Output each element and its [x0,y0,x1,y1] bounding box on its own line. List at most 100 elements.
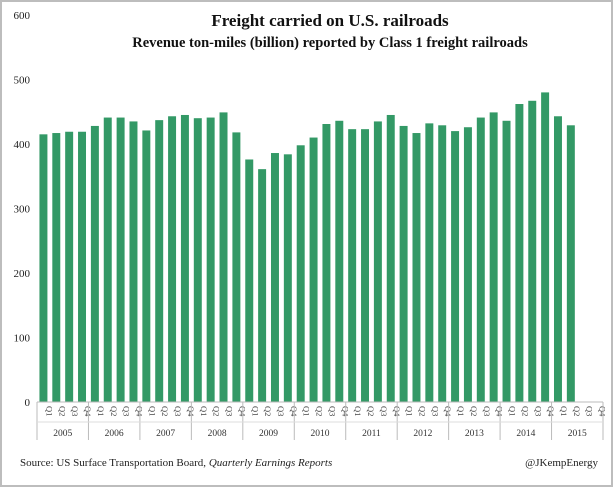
quarter-label: Q2 [315,406,325,416]
quarter-label: Q1 [405,406,415,416]
quarter-label: Q3 [430,406,440,416]
bar [296,145,305,403]
bar [399,125,408,402]
bars [39,92,575,403]
quarter-label: Q3 [482,406,492,416]
y-tick-label: 0 [25,397,31,409]
bar [528,100,537,402]
year-label: 2007 [156,429,175,439]
bar [451,131,460,402]
year-label: 2015 [568,429,587,439]
chart-subtitle: Revenue ton-miles (billion) reported by … [132,35,528,51]
quarter-label: Q2 [57,406,67,416]
quarter-label: Q1 [353,406,363,416]
year-label: 2012 [413,429,432,439]
y-tick-label: 400 [14,139,31,151]
bar [219,112,228,403]
quarter-label: Q1 [508,406,518,416]
bar [322,124,331,402]
year-label: 2009 [259,429,278,439]
y-tick-label: 100 [14,333,31,345]
bar [515,104,524,402]
quarter-label: Q3 [122,406,132,416]
quarter-label: Q3 [327,406,337,416]
bar [476,117,485,403]
quarter-label: Q3 [225,406,235,416]
year-label: 2006 [105,429,124,439]
quarter-label: Q2 [572,406,582,416]
y-tick-label: 600 [14,10,31,22]
quarter-label: Q1 [302,406,312,416]
bar [566,125,575,403]
bar [463,127,472,402]
y-tick-label: 300 [14,204,31,216]
source-italic: Quarterly Earnings Reports [209,457,332,469]
year-label: 2005 [53,429,72,439]
quarter-label: Q3 [533,406,543,416]
quarter-label: Q1 [199,406,209,416]
bar [386,114,395,402]
bar [348,129,357,403]
bar [116,117,125,403]
bar [258,169,267,402]
year-label: 2014 [516,429,535,439]
bar [142,130,151,402]
bar [180,114,189,402]
bar [489,112,498,403]
year-label: 2011 [362,429,381,439]
bar [309,137,318,403]
credit: @JKempEnergy [525,457,598,469]
source-note: Source: US Surface Transportation Board,… [20,457,332,469]
bar [502,120,511,402]
quarter-label: Q2 [109,406,119,416]
bar [270,153,279,402]
bar [425,123,434,403]
bar [155,120,164,402]
quarter-label: Q1 [559,406,569,416]
bar [52,133,61,402]
bar [39,134,48,402]
x-axis: Q1Q2Q3Q4Q1Q2Q3Q4Q1Q2Q3Q4Q1Q2Q3Q4Q1Q2Q3Q4… [36,401,608,440]
bar [168,116,177,402]
bar [412,133,421,402]
y-tick-label: 200 [14,268,31,280]
quarter-label: Q3 [173,406,183,416]
bar [78,131,87,402]
quarter-label: Q2 [417,406,427,416]
chart-title: Freight carried on U.S. railroads [211,11,449,30]
quarter-label: Q3 [585,406,595,416]
bar [129,121,138,403]
quarter-label: Q3 [276,406,286,416]
quarter-label: Q1 [44,406,54,416]
bar [245,159,254,402]
quarter-label: Q1 [456,406,466,416]
y-axis: 0 100 200 300 400 500 600 [14,10,31,409]
bar [438,125,447,403]
year-label: 2008 [208,429,227,439]
bar [232,132,241,402]
bar [90,125,99,402]
quarter-label: Q2 [263,406,273,416]
year-label: 2010 [311,429,330,439]
quarter-label: Q1 [96,406,106,416]
quarter-label: Q2 [520,406,530,416]
quarter-label: Q1 [147,406,157,416]
bar [335,120,344,402]
source-prefix: Source: US Surface Transportation Board, [20,457,209,469]
quarter-label: Q2 [366,406,376,416]
y-tick-label: 500 [14,75,31,87]
quarter-label: Q1 [250,406,260,416]
bar [103,117,112,403]
quarter-label: Q3 [379,406,389,416]
year-label: 2013 [465,429,484,439]
quarter-label: Q2 [160,406,170,416]
bar [193,118,202,402]
bar [553,116,562,402]
bar [206,117,215,403]
quarter-label: Q2 [212,406,222,416]
bar [373,121,382,403]
bar [65,131,74,402]
quarter-label: Q3 [70,406,80,416]
